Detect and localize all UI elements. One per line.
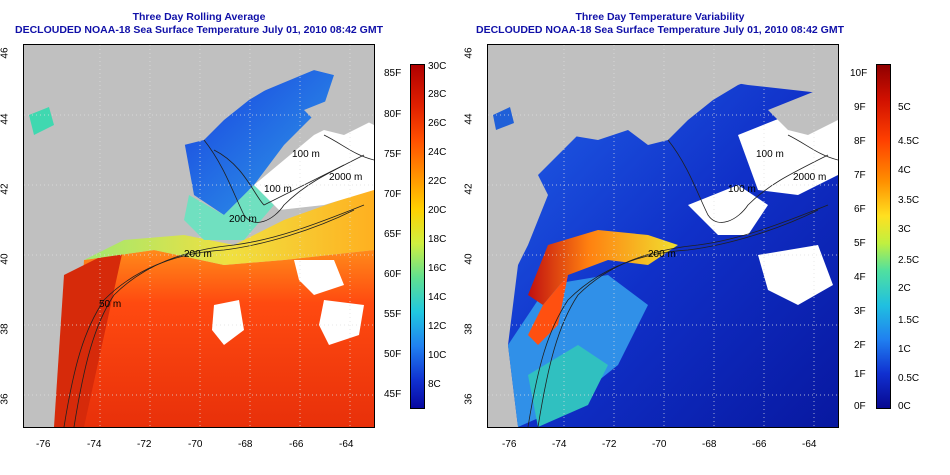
shelf-water: [84, 185, 374, 265]
colorbar-f-label: 6F: [854, 204, 866, 215]
contour-label: 2000 m: [329, 172, 363, 183]
colorbar-c-label: 2.5C: [898, 255, 920, 266]
left-map-subtitle: DECLOUDED NOAA-18 Sea Surface Temperatur…: [14, 24, 384, 36]
lat-tick-label: 44: [0, 113, 11, 125]
colorbar-f-label: 85F: [384, 68, 402, 79]
colorbar-f-label: 55F: [384, 309, 402, 320]
left-map-title: Three Day Rolling Average: [132, 11, 266, 23]
lat-tick-label: 44: [463, 113, 475, 125]
colorbar-f-label: 10F: [850, 68, 868, 79]
temperature-colorbar: [410, 64, 425, 409]
sst-average-map: 100 m 2000 m 100 m 200 m 50 m 200 m: [23, 44, 375, 428]
colorbar-c-label: 14C: [428, 292, 447, 303]
lon-tick-label: -74: [552, 439, 567, 450]
lat-tick-label: 36: [463, 393, 475, 405]
lon-tick-label: -66: [289, 439, 304, 450]
colorbar-f-label: 75F: [384, 149, 402, 160]
right-map-title: Three Day Temperature Variability: [575, 11, 745, 23]
colorbar-c-label: 2C: [898, 283, 911, 294]
colorbar-f-label: 8F: [854, 136, 866, 147]
lon-tick-label: -72: [602, 439, 617, 450]
colorbar-f-label: 50F: [384, 349, 402, 360]
colorbar-c-label: 26C: [428, 118, 447, 129]
right-map-subtitle: DECLOUDED NOAA-18 Sea Surface Temperatur…: [475, 24, 845, 36]
lon-tick-label: -68: [702, 439, 717, 450]
colorbar-c-label: 0C: [898, 401, 911, 412]
land-northeast: [24, 45, 374, 170]
lat-tick-label: 46: [0, 47, 11, 59]
land-midatlantic: [488, 155, 548, 427]
colorbar-c-label: 18C: [428, 234, 447, 245]
contour-label: 200 m: [184, 249, 212, 260]
contour-label: 200 m: [648, 249, 676, 260]
lat-tick-label: 38: [0, 323, 11, 335]
shelf-break-high-variability: [528, 230, 678, 305]
lat-tick-label: 38: [463, 323, 475, 335]
colorbar-c-label: 20C: [428, 205, 447, 216]
lon-tick-label: -70: [652, 439, 667, 450]
colorbar-c-label: 10C: [428, 350, 447, 361]
lat-tick-label: 42: [0, 183, 11, 195]
land-midatlantic: [24, 155, 84, 427]
lon-tick-label: -64: [339, 439, 354, 450]
colorbar-f-label: 0F: [854, 401, 866, 412]
contour-label: 2000 m: [793, 172, 827, 183]
lon-tick-label: -70: [188, 439, 203, 450]
lat-tick-label: 42: [463, 183, 475, 195]
colorbar-c-label: 22C: [428, 176, 447, 187]
lon-tick-label: -68: [238, 439, 253, 450]
lat-tick-label: 40: [463, 253, 475, 265]
colorbar-c-label: 8C: [428, 379, 441, 390]
colorbar-f-label: 9F: [854, 102, 866, 113]
colorbar-c-label: 30C: [428, 61, 447, 72]
colorbar-f-label: 70F: [384, 189, 402, 200]
colorbar-f-label: 3F: [854, 306, 866, 317]
lon-tick-label: -66: [752, 439, 767, 450]
colorbar-c-label: 3.5C: [898, 195, 920, 206]
colorbar-c-label: 12C: [428, 321, 447, 332]
colorbar-f-label: 1F: [854, 369, 866, 380]
colorbar-f-label: 5F: [854, 238, 866, 249]
lon-tick-label: -64: [802, 439, 817, 450]
sst-variability-map: 100 m 2000 m 100 m 200 m: [487, 44, 839, 428]
colorbar-f-label: 4F: [854, 272, 866, 283]
colorbar-c-label: 5C: [898, 102, 911, 113]
colorbar-c-label: 28C: [428, 89, 447, 100]
gulf-of-maine-water: [184, 70, 334, 215]
lon-tick-label: -76: [502, 439, 517, 450]
colorbar-c-label: 1C: [898, 344, 911, 355]
contour-label: 100 m: [292, 149, 320, 160]
contour-label: 50 m: [99, 299, 122, 310]
lon-tick-label: -72: [137, 439, 152, 450]
contour-label: 100 m: [264, 184, 292, 195]
land-northeast: [488, 45, 838, 170]
colorbar-f-label: 2F: [854, 340, 866, 351]
lat-tick-label: 36: [0, 393, 11, 405]
variability-colorbar: [876, 64, 891, 409]
lon-tick-label: -74: [87, 439, 102, 450]
lat-tick-label: 46: [463, 47, 475, 59]
contour-label: 100 m: [728, 184, 756, 195]
colorbar-f-label: 7F: [854, 170, 866, 181]
colorbar-f-label: 45F: [384, 389, 402, 400]
colorbar-c-label: 0.5C: [898, 373, 920, 384]
colorbar-c-label: 3C: [898, 224, 911, 235]
lat-tick-label: 40: [0, 253, 11, 265]
colorbar-f-label: 65F: [384, 229, 402, 240]
contour-label: 200 m: [229, 214, 257, 225]
colorbar-f-label: 80F: [384, 109, 402, 120]
colorbar-f-label: 60F: [384, 269, 402, 280]
colorbar-c-label: 4.5C: [898, 136, 920, 147]
lon-tick-label: -76: [36, 439, 51, 450]
cloud-patch: [254, 115, 374, 210]
colorbar-c-label: 4C: [898, 165, 911, 176]
colorbar-c-label: 24C: [428, 147, 447, 158]
colorbar-c-label: 1.5C: [898, 315, 920, 326]
colorbar-c-label: 16C: [428, 263, 447, 274]
contour-label: 100 m: [756, 149, 784, 160]
